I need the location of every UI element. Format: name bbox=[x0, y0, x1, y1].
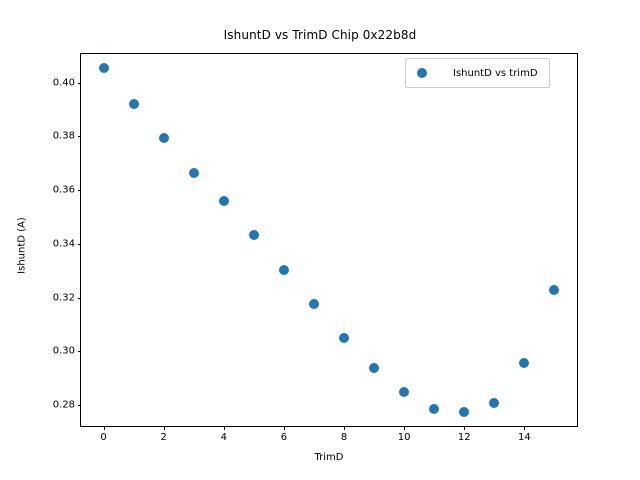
x-axis-tick-label: 0 bbox=[100, 432, 107, 443]
chart-legend: IshuntD vs trimD bbox=[405, 58, 550, 88]
scatter-point bbox=[188, 168, 199, 179]
x-axis-tick-label: 10 bbox=[397, 432, 411, 443]
scatter-point bbox=[459, 407, 470, 417]
y-axis-tick bbox=[77, 190, 81, 192]
legend-label: IshuntD vs trimD bbox=[453, 67, 538, 79]
y-axis-tick-label: 0.40 bbox=[52, 77, 75, 88]
y-axis-tick-label: 0.36 bbox=[52, 184, 75, 196]
x-axis-tick bbox=[163, 426, 165, 430]
y-axis-tick bbox=[77, 351, 81, 353]
y-axis-tick-label: 0.28 bbox=[52, 399, 75, 411]
x-axis-tick-label: 6 bbox=[280, 432, 288, 443]
x-axis-tick bbox=[464, 426, 466, 430]
x-axis-tick bbox=[404, 426, 406, 430]
scatter-point bbox=[218, 195, 229, 206]
x-axis-tick bbox=[524, 426, 526, 430]
x-axis-tick-label: 4 bbox=[220, 432, 227, 443]
scatter-point bbox=[519, 358, 530, 369]
y-axis-tick bbox=[77, 297, 81, 299]
scatter-point bbox=[489, 397, 500, 408]
scatter-point bbox=[369, 363, 380, 374]
scatter-point bbox=[158, 132, 169, 143]
scatter-point bbox=[308, 298, 319, 309]
scatter-point bbox=[248, 230, 259, 241]
scatter-point bbox=[278, 265, 289, 276]
y-axis-tick-label: 0.38 bbox=[52, 130, 75, 142]
y-axis-tick bbox=[77, 82, 81, 84]
scatter-point bbox=[339, 332, 350, 343]
x-axis-tick-label: 8 bbox=[340, 432, 348, 443]
x-axis-label: TrimD bbox=[314, 452, 344, 463]
y-axis-label: IshuntD (A) bbox=[16, 217, 28, 274]
chart-title: IshuntD vs TrimD Chip 0x22b8d bbox=[223, 28, 417, 42]
y-axis-tick-label: 0.34 bbox=[52, 238, 75, 250]
legend-entry: IshuntD vs trimD bbox=[417, 68, 538, 79]
y-axis-tick-label: 0.32 bbox=[52, 292, 75, 304]
plot-data-area bbox=[81, 54, 577, 426]
y-axis-tick-label: 0.30 bbox=[52, 345, 75, 357]
legend-marker-icon bbox=[417, 68, 427, 78]
scatter-point bbox=[399, 387, 410, 398]
y-axis-tick bbox=[77, 243, 81, 245]
plot-axes: 0 2 4 6 8 10 12 14 0.28 0.30 0.32 0.34 0.36 0.38 0.40 bbox=[53, 53, 578, 443]
scatter-point bbox=[98, 63, 109, 74]
x-axis-tick bbox=[223, 426, 225, 430]
scatter-point bbox=[128, 99, 139, 110]
scatter-point bbox=[429, 404, 440, 415]
x-axis-tick-label: 14 bbox=[518, 432, 531, 443]
y-axis-tick bbox=[77, 136, 81, 138]
x-axis-tick-label: 12 bbox=[457, 432, 471, 443]
x-axis-tick-label: 2 bbox=[160, 432, 167, 443]
y-axis-tick bbox=[77, 405, 81, 407]
x-axis-tick bbox=[344, 426, 346, 430]
x-axis-tick bbox=[103, 426, 105, 430]
x-axis-tick bbox=[283, 426, 285, 430]
scatter-point bbox=[549, 284, 560, 295]
